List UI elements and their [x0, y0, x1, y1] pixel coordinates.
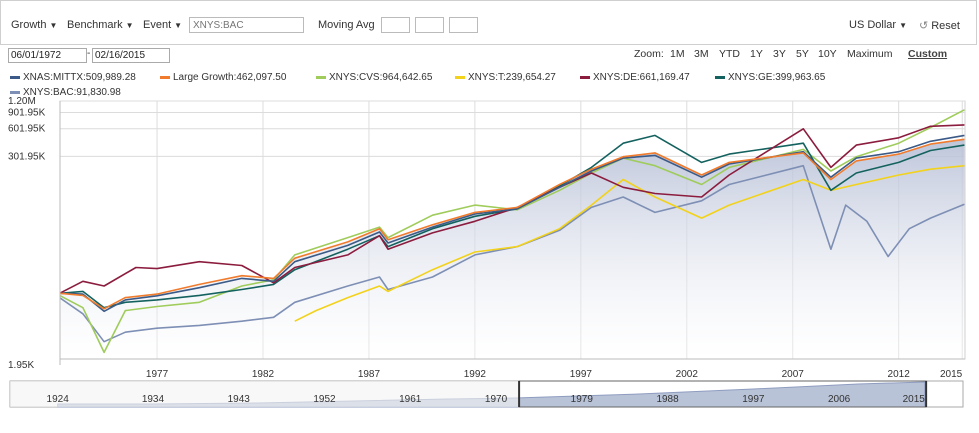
currency-dropdown[interactable]: US Dollar ▼: [849, 19, 907, 31]
legend-label: XNYS:T:239,654.27: [468, 72, 556, 83]
growth-label: Growth: [11, 19, 47, 31]
y-tick-label: 1.20M: [8, 96, 36, 107]
chevron-down-icon: ▼: [49, 21, 58, 30]
moving-avg-label: Moving Avg: [318, 19, 375, 31]
x-tick-label: 1982: [252, 369, 275, 380]
date-separator: -: [87, 48, 91, 59]
chevron-down-icon: ▼: [125, 21, 134, 30]
zoom-1m[interactable]: 1M: [670, 48, 685, 60]
x-tick-label: 2002: [676, 369, 699, 380]
legend-item-large-growth[interactable]: Large Growth:462,097.50: [160, 72, 286, 83]
navigator-label: 1934: [142, 394, 165, 405]
growth-dropdown[interactable]: Growth ▼: [11, 19, 57, 31]
y-tick-label: 301.95K: [8, 151, 46, 162]
chevron-down-icon: ▼: [174, 21, 183, 30]
legend-swatch: [580, 75, 590, 79]
navigator-label: 1943: [228, 394, 251, 405]
legend-swatch: [715, 75, 725, 79]
legend-swatch: [316, 75, 326, 79]
benchmark-area: [60, 139, 965, 359]
legend-swatch: [160, 75, 170, 79]
x-tick-label: 1987: [358, 369, 381, 380]
navigator-label: 2006: [828, 394, 851, 405]
symbol-search-input[interactable]: [189, 17, 304, 33]
legend-item-de[interactable]: XNYS:DE:661,169.47: [580, 72, 690, 83]
navigator-label: 1970: [485, 394, 508, 405]
zoom-ytd[interactable]: YTD: [719, 48, 740, 60]
start-date-input[interactable]: [8, 48, 87, 63]
navigator-label: 1979: [571, 394, 594, 405]
zoom-5y[interactable]: 5Y: [796, 48, 809, 60]
legend-item-t[interactable]: XNYS:T:239,654.27: [455, 72, 556, 83]
legend-item-cvs[interactable]: XNYS:CVS:964,642.65: [316, 72, 432, 83]
zoom-10y[interactable]: 10Y: [818, 48, 837, 60]
x-tick-label: 2012: [888, 369, 911, 380]
series-line-xnys-ge[interactable]: [60, 134, 965, 309]
legend-label: XNYS:CVS:964,642.65: [329, 72, 433, 83]
event-label: Event: [143, 19, 172, 31]
navigator-label: 1988: [656, 394, 679, 405]
x-tick-label: 2015: [940, 369, 963, 380]
zoom-maximum[interactable]: Maximum: [847, 48, 893, 60]
moving-avg-input-2[interactable]: [415, 17, 444, 33]
chevron-down-icon: ▼: [899, 21, 907, 30]
legend-label: XNYS:DE:661,169.47: [593, 72, 690, 83]
reset-label: Reset: [931, 20, 960, 32]
benchmark-dropdown[interactable]: Benchmark ▼: [67, 19, 134, 31]
zoom-1y[interactable]: 1Y: [750, 48, 763, 60]
zoom-3m[interactable]: 3M: [694, 48, 709, 60]
y-tick-label: 1.95K: [8, 360, 34, 371]
benchmark-label: Benchmark: [67, 19, 123, 31]
legend-swatch: [10, 90, 20, 94]
end-date-input[interactable]: [92, 48, 170, 63]
navigator-label: 1961: [399, 394, 422, 405]
legend-swatch: [455, 75, 465, 79]
legend-swatch: [10, 75, 20, 79]
legend-label: XNAS:MITTX:509,989.28: [23, 72, 136, 83]
zoom-3y[interactable]: 3Y: [773, 48, 786, 60]
legend-label: Large Growth:462,097.50: [173, 72, 287, 83]
series-line-xnas-mittx[interactable]: [60, 134, 965, 313]
navigator-mask: [10, 381, 520, 407]
zoom-label: Zoom:: [634, 48, 664, 60]
event-dropdown[interactable]: Event ▼: [143, 19, 182, 31]
x-tick-label: 1992: [464, 369, 487, 380]
navigator-label: 1924: [47, 394, 70, 405]
reset-icon: ↺: [919, 20, 929, 32]
legend-item-ge[interactable]: XNYS:GE:399,963.65: [715, 72, 825, 83]
legend-item-mittx[interactable]: XNAS:MITTX:509,989.28: [10, 72, 136, 83]
toolbar: Growth▼ Benchmark▼ Event▼ Moving Avg US …: [0, 0, 977, 45]
zoom-custom[interactable]: Custom: [908, 48, 948, 60]
legend-label: XNYS:BAC:91,830.98: [23, 87, 121, 98]
y-tick-label: 601.95K: [8, 124, 46, 135]
reset-button[interactable]: ↺ Reset: [919, 19, 960, 32]
navigator-label: 2015: [903, 394, 926, 405]
moving-avg-input-3[interactable]: [449, 17, 478, 33]
moving-avg-input-1[interactable]: [381, 17, 410, 33]
currency-label: US Dollar: [849, 19, 897, 31]
x-tick-label: 2007: [782, 369, 805, 380]
series-line-xnys-t[interactable]: [294, 164, 965, 322]
navigator-label: 1952: [313, 394, 336, 405]
legend-label: XNYS:GE:399,963.65: [728, 72, 826, 83]
series-line-xnys-de[interactable]: [60, 124, 965, 294]
series-line-large-growth[interactable]: [60, 138, 965, 310]
navigator-label: 1997: [742, 394, 765, 405]
legend-item-bac[interactable]: XNYS:BAC:91,830.98: [10, 87, 121, 98]
x-tick-label: 1997: [570, 369, 593, 380]
y-tick-label: 901.95K: [8, 107, 46, 118]
x-tick-label: 1977: [146, 369, 169, 380]
series-line-xnys-cvs[interactable]: [60, 109, 965, 354]
